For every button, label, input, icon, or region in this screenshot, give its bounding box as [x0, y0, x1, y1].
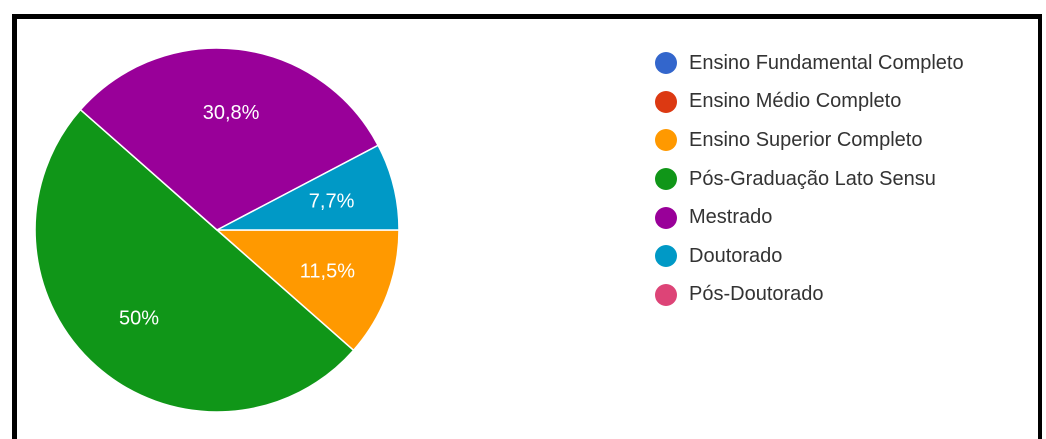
legend-swatch: [655, 90, 677, 113]
pie-slice: [215, 229, 400, 352]
legend-item: Pós-Graduação Lato Sensu: [655, 160, 964, 199]
legend-swatch: [655, 206, 677, 229]
legend-label: Mestrado: [689, 206, 773, 229]
legend-label: Doutorado: [689, 244, 783, 267]
legend-swatch: [655, 245, 677, 268]
pie-slice: [79, 47, 380, 231]
legend-item: Ensino Superior Completo: [655, 121, 964, 160]
legend-label: Ensino Superior Completo: [689, 128, 923, 151]
slice-value-label: 11,5%: [300, 261, 355, 283]
legend-item: Ensino Fundamental Completo: [655, 44, 964, 83]
legend-label: Pós-Doutorado: [689, 283, 824, 306]
legend-item: Mestrado: [655, 198, 964, 237]
chart-legend: Ensino Fundamental Completo Ensino Médio …: [655, 44, 964, 314]
legend-label: Ensino Médio Completo: [689, 90, 902, 113]
legend-swatch: [655, 168, 677, 191]
legend-item: Doutorado: [655, 237, 964, 276]
legend-item: Ensino Médio Completo: [655, 83, 964, 122]
slice-value-label: 7,7%: [309, 191, 355, 213]
legend-label: Pós-Graduação Lato Sensu: [689, 167, 936, 190]
legend-label: Ensino Fundamental Completo: [689, 51, 964, 74]
legend-swatch: [655, 52, 677, 75]
legend-swatch: [655, 283, 677, 306]
pie-slice: [216, 144, 400, 231]
slice-value-label: 50%: [119, 308, 159, 330]
legend-item: Pós-Doutorado: [655, 276, 964, 315]
slice-value-label: 30,8%: [203, 102, 260, 124]
legend-swatch: [655, 129, 677, 152]
pie-slice: [34, 108, 355, 413]
